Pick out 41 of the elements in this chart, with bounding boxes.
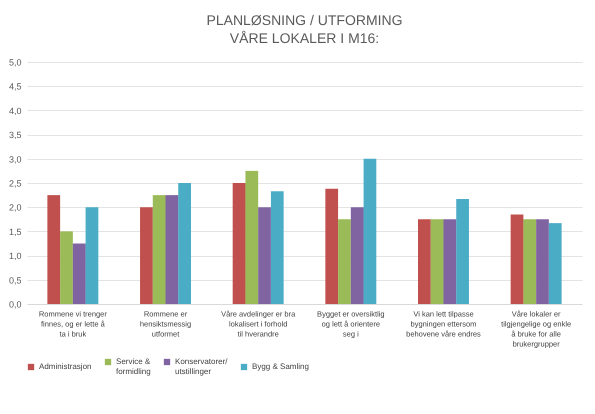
y-tick-label: 2,0 — [8, 202, 22, 213]
chart-title: PLANLØSNING / UTFORMING — [206, 12, 403, 28]
bar — [364, 158, 376, 304]
y-tick-label: 0,0 — [8, 300, 22, 310]
bar — [166, 195, 178, 304]
bar — [443, 219, 456, 304]
bar — [510, 214, 524, 304]
bar — [245, 170, 258, 304]
chart-subtitle: VÅRE LOKALER I M16: — [230, 30, 380, 46]
bar — [152, 195, 166, 304]
bar — [536, 219, 549, 304]
bar — [523, 219, 536, 304]
legend-label: Administrasjon — [39, 362, 92, 371]
y-tick-label: 1,0 — [8, 251, 22, 262]
y-tick-label: 3,5 — [8, 130, 22, 140]
y-tick-label: 0,5 — [8, 275, 22, 286]
bar — [178, 183, 191, 304]
bar — [232, 183, 246, 304]
legend-label: Bygg & Samling — [252, 362, 309, 371]
bar — [140, 207, 153, 304]
bar — [456, 198, 469, 304]
bar — [338, 219, 351, 304]
bar — [72, 244, 86, 304]
y-tick-label: 4,5 — [8, 82, 22, 92]
bar — [270, 191, 284, 304]
y-tick-label: 4,0 — [8, 106, 22, 116]
bar — [418, 219, 431, 304]
bar — [548, 223, 562, 304]
legend-label: Konservatorer/utstillinger — [175, 357, 228, 376]
bar — [350, 207, 364, 304]
y-tick-label: 5,0 — [8, 58, 22, 68]
y-tick-label: 1,5 — [8, 226, 22, 237]
bar — [60, 231, 73, 304]
legend-label: Service & formidling — [116, 357, 151, 376]
bar — [47, 195, 60, 304]
bar — [258, 207, 271, 304]
bar — [86, 207, 98, 304]
bar — [430, 219, 444, 304]
y-tick-label: 3,0 — [8, 154, 22, 164]
bar — [325, 188, 338, 304]
y-tick-label: 2,5 — [8, 178, 22, 188]
